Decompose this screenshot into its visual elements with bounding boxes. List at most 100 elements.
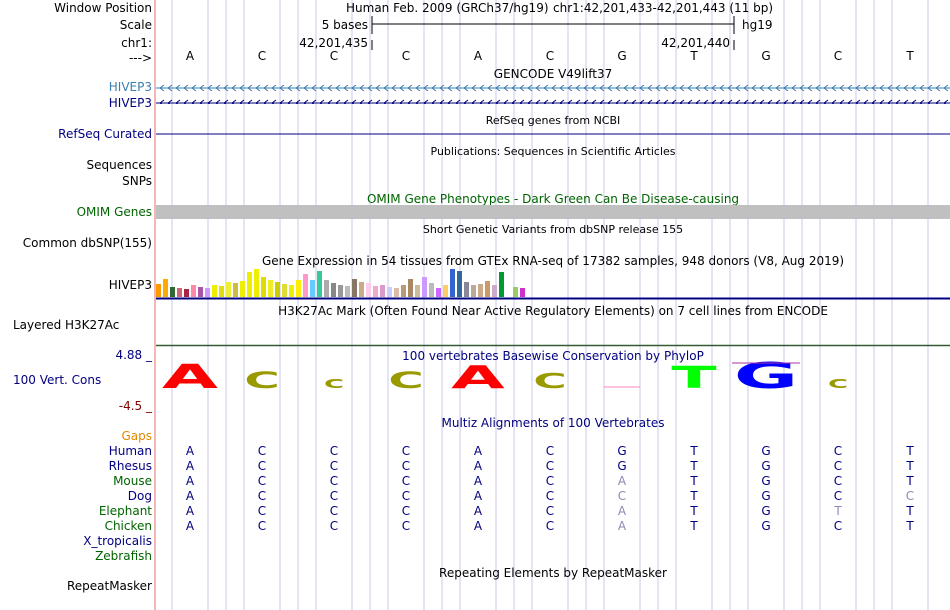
gencode-track-label-1[interactable]: HIVEP3 (108, 80, 152, 94)
gencode-transcripts[interactable] (156, 80, 950, 104)
gtex-tissue-bar (429, 283, 434, 297)
h3k27ac-baseline[interactable] (156, 344, 950, 347)
alignment-base: A (473, 444, 483, 458)
alignment-base: C (833, 444, 843, 458)
gtex-tissue-bar (366, 283, 371, 297)
omim-track-title: OMIM Gene Phenotypes - Dark Green Can Be… (366, 192, 740, 206)
repeatmasker-track-title: Repeating Elements by RepeatMasker (439, 566, 667, 580)
gencode-track-label-2[interactable]: HIVEP3 (108, 96, 152, 110)
gtex-tissue-bar (212, 285, 217, 297)
gtex-tissue-bar (478, 284, 483, 297)
alignment-base: C (833, 459, 843, 473)
alignment-base: A (185, 444, 195, 458)
gtex-tissue-bar (373, 286, 378, 297)
gtex-tissue-bar (184, 289, 189, 297)
base-gridlines (171, 0, 929, 610)
conservation-base: C (244, 368, 279, 394)
gtex-tissue-bar (387, 287, 392, 297)
reference-base: A (185, 49, 195, 63)
gtex-tissue-bar (485, 281, 490, 297)
scale-label[interactable]: Scale (119, 18, 152, 32)
h3k27ac-track-title: H3K27Ac Mark (Often Found Near Active Re… (278, 304, 828, 318)
alignment-base: C (401, 504, 411, 518)
alignment-base: C (329, 459, 339, 473)
alignment-base: C (401, 444, 411, 458)
gtex-tissue-bar (352, 279, 357, 297)
alignment-base: C (545, 504, 555, 518)
reference-base: G (617, 49, 627, 63)
gtex-expression-bars[interactable] (156, 260, 950, 300)
alignment-base: A (473, 459, 483, 473)
species-label[interactable]: X_tropicalis (83, 534, 152, 548)
reference-base: A (473, 49, 483, 63)
alignment-base: G (761, 504, 771, 518)
omim-track-label[interactable]: OMIM Genes (76, 205, 152, 219)
species-label[interactable]: Dog (127, 489, 152, 503)
gtex-tissue-bar (380, 285, 385, 297)
alignment-base: C (545, 519, 555, 533)
gtex-tissue-bar (408, 279, 413, 297)
reference-base: C (257, 49, 267, 63)
alignment-base: C (833, 474, 843, 488)
gtex-tissue-bar (177, 288, 182, 297)
snps-track-label[interactable]: SNPs (122, 174, 152, 188)
gtex-tissue-bar (303, 274, 308, 297)
chrom-label[interactable]: chr1: (121, 36, 152, 50)
track-area[interactable]: Human Feb. 2009 (GRCh37/hg19) chr1:42,20… (156, 0, 950, 610)
gtex-tissue-bar (240, 281, 245, 297)
alignment-base: C (401, 474, 411, 488)
species-label[interactable]: Rhesus (108, 459, 152, 473)
gtex-tissue-bar (401, 285, 406, 297)
species-label[interactable]: Elephant (98, 504, 152, 518)
coord-left: 42,201,435 (299, 36, 368, 50)
species-label[interactable]: Zebrafish (95, 549, 152, 563)
gtex-tissue-bar (296, 280, 301, 297)
gtex-tissue-bar (282, 284, 287, 297)
alignment-base: T (906, 504, 914, 518)
gtex-tissue-bar (520, 288, 525, 297)
alignment-base: A (473, 504, 483, 518)
gtex-tissue-bar (317, 271, 322, 297)
dbsnp-track-label[interactable]: Common dbSNP(155) (22, 236, 152, 250)
conservation-base: A (162, 358, 219, 396)
alignment-base: A (473, 489, 483, 503)
gtex-tissue-bar (191, 285, 196, 297)
conservation-track-label[interactable]: 100 Vert. Cons (13, 373, 102, 387)
alignment-base: A (617, 474, 627, 488)
conservation-base: C (828, 376, 848, 391)
sequences-track-label[interactable]: Sequences (86, 158, 152, 172)
alignment-base: G (761, 459, 771, 473)
gaps-label[interactable]: Gaps (121, 429, 152, 443)
gtex-tissue-bar (513, 287, 518, 297)
hivep3-transcript-1 (156, 84, 950, 92)
species-label[interactable]: Chicken (104, 519, 152, 533)
omim-gene-bar[interactable] (156, 205, 950, 219)
reference-base: T (906, 49, 914, 63)
alignment-base: T (906, 519, 914, 533)
alignment-base: A (185, 459, 195, 473)
alignment-base: C (257, 459, 267, 473)
gtex-tissue-bar (506, 291, 511, 297)
h3k27ac-track-label[interactable]: Layered H3K27Ac (13, 318, 120, 332)
repeatmasker-track-label[interactable]: RepeatMasker (66, 579, 152, 593)
alignment-base: C (833, 519, 843, 533)
gtex-tissue-bar (324, 280, 329, 297)
gtex-track-label[interactable]: HIVEP3 (108, 278, 152, 292)
window-position-label[interactable]: Window Position (54, 1, 152, 15)
species-label[interactable]: Human (108, 444, 152, 458)
position-label: chr1:42,201,433-42,201,443 (11 bp) (553, 1, 774, 15)
gtex-tissue-bar (233, 283, 238, 297)
species-label[interactable]: Mouse (113, 474, 152, 488)
gtex-tissue-bar (275, 282, 280, 297)
gtex-tissue-bar (247, 272, 252, 297)
alignment-base: T (690, 504, 698, 518)
refseq-transcript[interactable] (156, 132, 950, 136)
strand-label[interactable]: ---> (128, 51, 152, 65)
scale-bar (371, 16, 735, 50)
gtex-tissue-bar (359, 282, 364, 297)
alignment-base: C (257, 444, 267, 458)
refseq-track-label[interactable]: RefSeq Curated (58, 127, 152, 141)
gtex-tissue-bar (345, 286, 350, 297)
